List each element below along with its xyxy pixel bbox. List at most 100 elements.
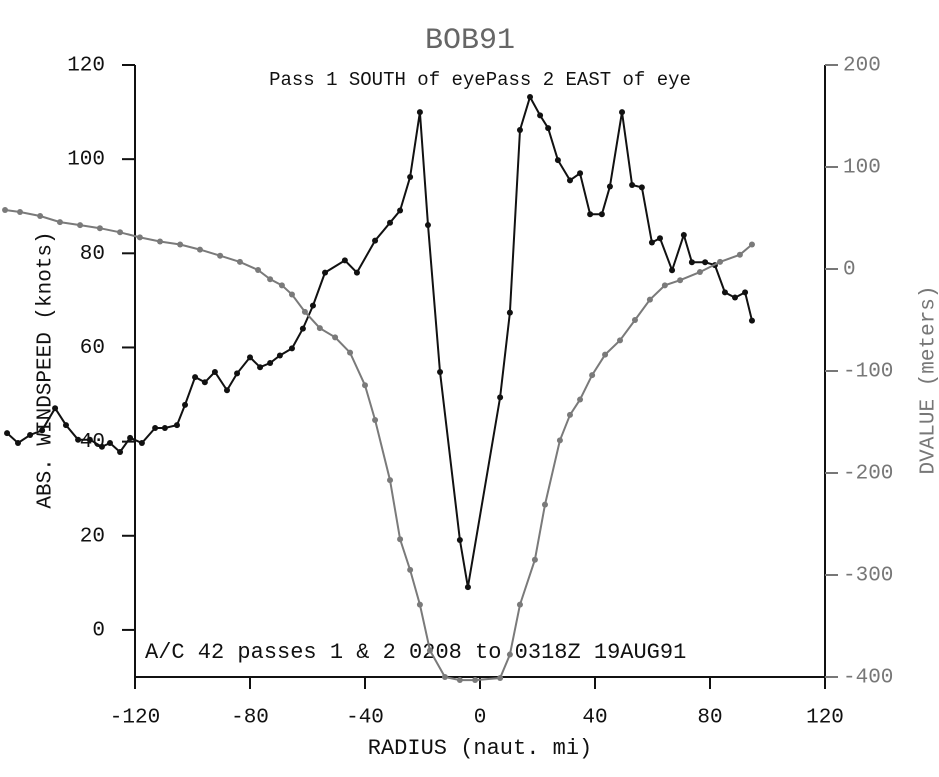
data-point <box>201 379 208 386</box>
data-point <box>236 258 243 265</box>
data-point <box>301 308 308 315</box>
data-point <box>619 109 626 116</box>
data-point <box>39 427 46 434</box>
data-point <box>407 566 414 573</box>
data-point <box>602 351 609 358</box>
data-point <box>152 424 159 431</box>
data-point <box>217 252 224 259</box>
data-point <box>677 277 684 284</box>
data-point <box>192 374 199 381</box>
data-point <box>721 289 728 296</box>
data-point <box>138 440 145 447</box>
data-point <box>4 430 11 437</box>
x-tick-label: -80 <box>231 707 269 730</box>
x-tick-label: -40 <box>346 707 384 730</box>
data-point <box>117 448 124 455</box>
data-point <box>322 269 329 276</box>
y-tick-label: 0 <box>92 619 105 642</box>
data-point <box>748 241 755 248</box>
data-point <box>566 411 573 418</box>
data-point <box>631 317 638 323</box>
data-point <box>397 207 404 214</box>
data-point <box>127 434 134 441</box>
x-tick-label: 0 <box>474 707 487 730</box>
data-point <box>17 208 23 215</box>
data-point <box>309 302 316 309</box>
x-tick-label: 80 <box>697 707 722 730</box>
y2-tick-label: -300 <box>843 565 893 588</box>
y2-axis-label: DVALUE (meters) <box>918 285 939 474</box>
data-point <box>353 269 360 276</box>
y2-tick-label: 0 <box>843 259 856 282</box>
data-point <box>587 211 594 218</box>
data-point <box>27 432 34 439</box>
data-point <box>77 222 84 229</box>
x-tick-label: 120 <box>806 707 844 730</box>
data-point <box>288 291 295 298</box>
data-point <box>456 677 463 684</box>
data-point <box>177 241 184 248</box>
y-tick-label: 120 <box>67 55 105 78</box>
y2-tick-label: -200 <box>843 463 893 486</box>
data-point <box>362 382 368 389</box>
y-tick-label: 100 <box>67 149 105 172</box>
data-point <box>497 394 504 401</box>
y-axis-label: ABS. WINDSPEED (knots) <box>35 231 58 508</box>
data-point <box>106 440 113 447</box>
data-point <box>516 126 523 133</box>
data-point <box>161 424 168 431</box>
data-point <box>224 387 230 394</box>
x-tick-label: -120 <box>110 707 160 730</box>
data-point <box>278 282 285 289</box>
y-tick-label: 20 <box>80 525 105 548</box>
data-point <box>182 401 189 408</box>
data-point <box>472 677 479 684</box>
data-point <box>257 364 264 371</box>
data-point <box>347 349 354 356</box>
data-point <box>117 229 124 236</box>
annotation: Pass 1 SOUTH of eyePass 2 EAST of eye <box>269 69 691 91</box>
data-point <box>541 501 548 508</box>
x-tick-label: 40 <box>582 707 607 730</box>
data-point <box>680 231 687 238</box>
data-point <box>638 184 645 191</box>
data-point <box>577 396 584 403</box>
data-point <box>136 234 143 241</box>
data-point <box>537 112 544 119</box>
data-point <box>566 177 573 184</box>
data-point <box>598 211 605 218</box>
data-point <box>2 207 9 214</box>
data-point <box>387 219 394 226</box>
data-point <box>98 443 105 450</box>
annotation: A/C 42 passes 1 & 2 0208 to 0318Z 19AUG9… <box>145 640 686 665</box>
data-point <box>717 258 724 265</box>
data-point <box>527 94 534 101</box>
data-point <box>661 282 668 289</box>
data-point <box>748 317 755 324</box>
data-point <box>299 325 306 332</box>
data-point <box>234 370 241 377</box>
data-point <box>316 325 323 332</box>
data-point <box>56 219 63 226</box>
data-point <box>86 436 93 443</box>
data-point <box>267 359 274 366</box>
data-point <box>341 257 348 264</box>
data-point <box>464 584 471 591</box>
data-point <box>63 422 69 429</box>
data-point <box>255 267 262 274</box>
data-point <box>173 422 180 429</box>
data-point <box>52 405 59 412</box>
data-point <box>276 352 283 359</box>
data-point <box>332 334 339 341</box>
data-point <box>629 182 636 189</box>
data-point <box>545 125 552 132</box>
data-point <box>656 235 663 242</box>
y2-tick-label: -100 <box>843 361 893 384</box>
data-point <box>247 354 253 361</box>
data-point <box>648 239 655 246</box>
data-point <box>732 294 739 301</box>
data-point <box>37 212 44 219</box>
data-point <box>416 601 423 608</box>
data-point <box>516 601 523 608</box>
